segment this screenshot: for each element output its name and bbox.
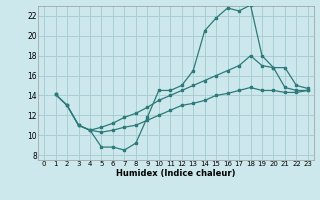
- X-axis label: Humidex (Indice chaleur): Humidex (Indice chaleur): [116, 169, 236, 178]
